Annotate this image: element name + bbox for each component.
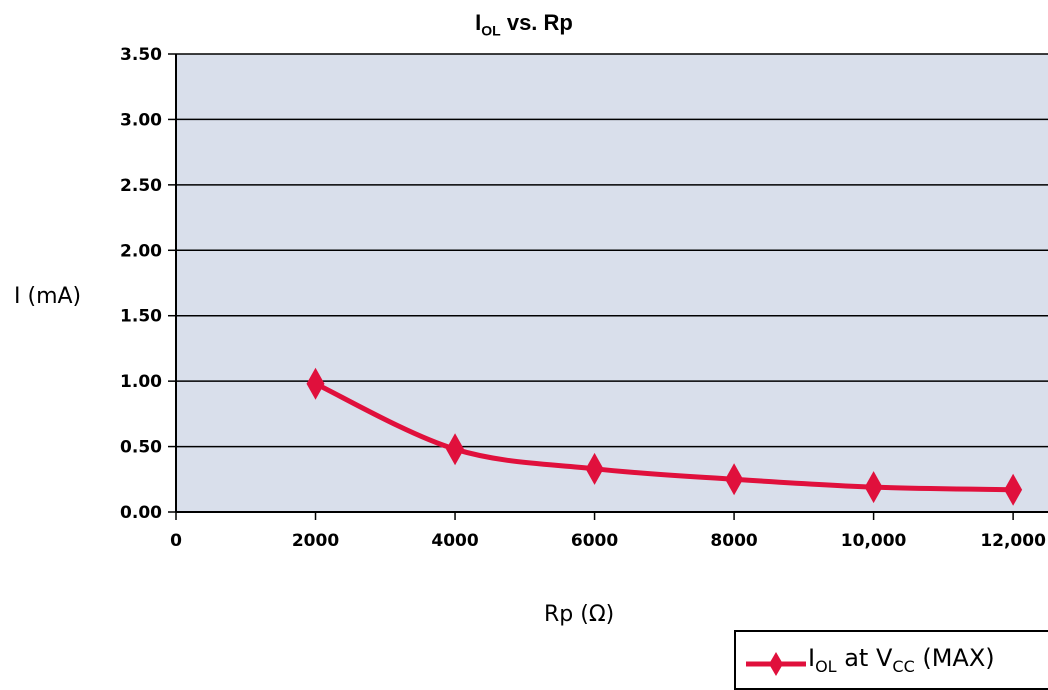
legend-label: IOL at VCC (MAX)	[808, 644, 995, 676]
x-axis-label: Rp (Ω)	[544, 602, 615, 627]
y-tick-label-7: 3.50	[120, 45, 162, 65]
data-point-0	[306, 367, 325, 400]
data-point-3	[725, 463, 744, 496]
chart-title: IOL vs. Rp	[475, 10, 573, 39]
y-axis-label: I (mA)	[14, 284, 82, 309]
x-tick-label-5: 10,000	[841, 531, 907, 551]
x-tick-label-1: 2000	[292, 531, 339, 551]
x-tick-label-4: 8000	[710, 531, 757, 551]
y-tick-label-0: 0.00	[120, 503, 162, 523]
x-tick-label-3: 6000	[571, 531, 618, 551]
legend-swatch	[746, 652, 806, 676]
y-tick-label-3: 1.50	[120, 307, 162, 327]
data-point-4	[864, 471, 883, 504]
x-tick-label-6: 12,000	[980, 531, 1046, 551]
plot-area	[176, 54, 1048, 512]
y-tick-label-2: 1.00	[120, 372, 162, 392]
x-tick-label-2: 4000	[431, 531, 478, 551]
y-tick-label-6: 3.00	[120, 110, 162, 130]
y-tick-label-4: 2.00	[120, 241, 162, 261]
data-point-1	[446, 433, 465, 466]
data-point-5	[1004, 473, 1023, 506]
y-tick-label-5: 2.50	[120, 176, 162, 196]
series-line-0	[314, 381, 1014, 493]
legend: IOL at VCC (MAX)	[734, 630, 1048, 690]
y-tick-label-1: 0.50	[120, 438, 162, 458]
data-point-2	[585, 452, 604, 485]
x-tick-label-0: 0	[170, 531, 182, 551]
